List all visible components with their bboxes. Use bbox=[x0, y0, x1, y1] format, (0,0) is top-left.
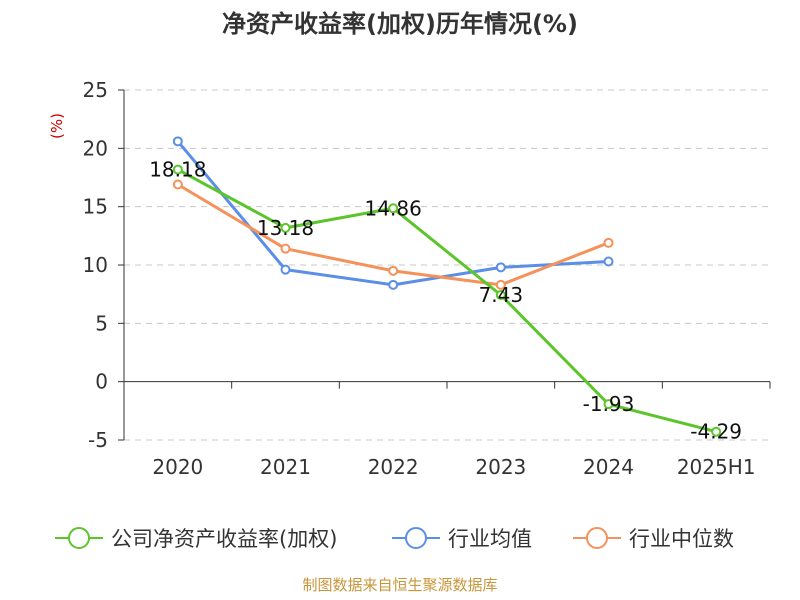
data-point bbox=[388, 279, 399, 290]
x-tick-label: 2021 bbox=[260, 455, 311, 479]
data-point bbox=[495, 262, 506, 273]
data-point bbox=[280, 243, 291, 254]
legend-marker-2 bbox=[586, 527, 608, 549]
data-point bbox=[603, 256, 614, 267]
data-point bbox=[280, 264, 291, 275]
data-point bbox=[388, 203, 399, 214]
y-axis-unit-label: (%) bbox=[48, 113, 66, 139]
y-tick-label: -5 bbox=[88, 428, 108, 452]
data-label: 13.18 bbox=[257, 216, 314, 240]
legend-label-0: 公司净资产收益率(加权) bbox=[111, 527, 337, 551]
series-line-0 bbox=[177, 168, 717, 434]
axes: 25 20 15 10 5 0 -5 2020 2021 2022 2023 2024 2025H1 bbox=[83, 78, 771, 479]
x-tick-label: 2023 bbox=[475, 455, 526, 479]
y-tick-label: 10 bbox=[83, 253, 108, 277]
data-point bbox=[280, 222, 291, 233]
data-label: -1.93 bbox=[583, 392, 635, 416]
data-point bbox=[711, 426, 722, 437]
y-tick-label: 15 bbox=[83, 195, 108, 219]
legend: 公司净资产收益率(加权) 行业均值 行业中位数 bbox=[55, 527, 734, 551]
data-point bbox=[388, 265, 399, 276]
data-point bbox=[172, 164, 183, 175]
series-lines bbox=[172, 136, 722, 437]
data-point bbox=[495, 279, 506, 290]
chart-title: 净资产收益率(加权)历年情况(%) bbox=[222, 10, 578, 38]
data-label: 18.18 bbox=[149, 158, 206, 182]
data-label: 7.43 bbox=[479, 283, 524, 307]
data-point bbox=[172, 179, 183, 190]
x-tick-label: 2025H1 bbox=[677, 455, 756, 479]
legend-label-1: 行业均值 bbox=[448, 527, 532, 551]
data-labels: 18.18 13.18 14.86 7.43 -1.93 -4.29 bbox=[149, 158, 742, 444]
data-point bbox=[495, 289, 506, 300]
data-point bbox=[172, 136, 183, 147]
y-tick-label: 0 bbox=[95, 370, 108, 394]
data-label: -4.29 bbox=[690, 420, 742, 444]
x-tick-label: 2024 bbox=[583, 455, 634, 479]
data-point bbox=[603, 399, 614, 410]
y-tick-label: 20 bbox=[83, 136, 108, 160]
y-tick-label: 5 bbox=[95, 311, 108, 335]
grid-lines bbox=[124, 89, 770, 441]
x-tick-label: 2020 bbox=[152, 455, 203, 479]
data-source-note: 制图数据来自恒生聚源数据库 bbox=[302, 576, 497, 594]
legend-marker-0 bbox=[68, 527, 90, 549]
data-point bbox=[603, 237, 614, 248]
y-tick-label: 25 bbox=[83, 78, 108, 102]
data-label: 14.86 bbox=[365, 196, 422, 220]
legend-label-2: 行业中位数 bbox=[629, 527, 734, 551]
legend-marker-1 bbox=[405, 527, 427, 549]
x-tick-label: 2022 bbox=[368, 455, 419, 479]
